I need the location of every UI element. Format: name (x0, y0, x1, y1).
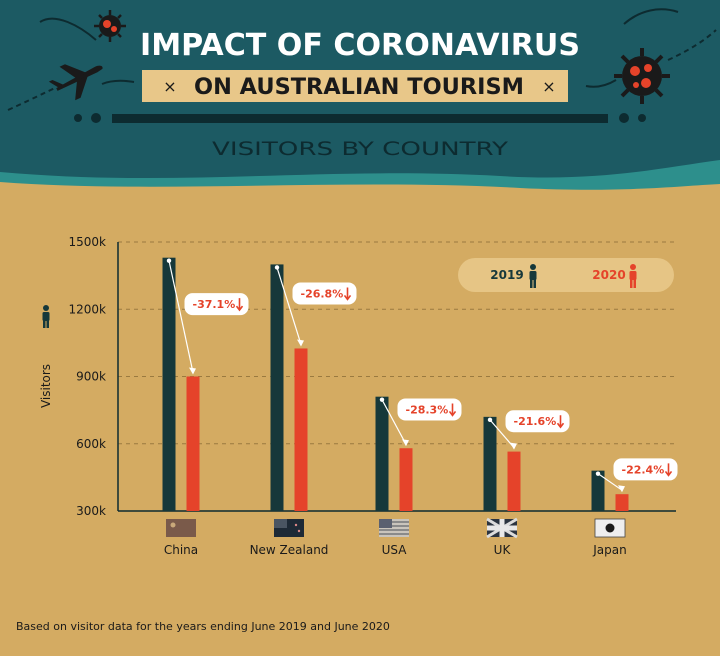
bar-2019 (483, 416, 497, 511)
flag-disc (605, 523, 615, 533)
bar-2020 (615, 494, 629, 511)
y-axis-label: Visitors (39, 364, 53, 408)
x-category-label: USA (382, 543, 408, 557)
change-badge (184, 293, 249, 316)
y-tick-label: 300k (76, 504, 106, 518)
flag-canton (274, 519, 287, 528)
flag-stripe (379, 533, 409, 535)
virus-icon (614, 48, 670, 104)
y-tick-label: 900k (76, 370, 106, 384)
main-title: IMPACT OF CORONAVIRUS (140, 28, 580, 63)
down-arrow-icon (343, 287, 352, 301)
x-category-label: New Zealand (250, 543, 329, 557)
bar-2020 (186, 376, 200, 511)
change-label: -37.1% (193, 298, 236, 311)
divider (74, 113, 646, 123)
flag-star (170, 522, 176, 528)
sand-edge (0, 182, 720, 656)
flag-stripe (379, 521, 409, 523)
virus-icon (94, 10, 126, 42)
change-arrow (597, 473, 623, 491)
section-title: VISITORS BY COUNTRY (212, 138, 509, 160)
flag-cross (487, 525, 517, 531)
y-tick-label: 1500k (69, 235, 107, 249)
change-arrow (276, 267, 302, 345)
arrow-path (39, 17, 97, 41)
change-label: -22.4% (622, 463, 665, 476)
banner-mark-right: × (542, 77, 555, 96)
arrow-head (618, 485, 625, 493)
legend-background (458, 258, 674, 292)
bar-2019 (591, 470, 605, 511)
subtitle-banner (142, 70, 568, 102)
bar-2019 (375, 396, 389, 511)
arrow-start-dot (166, 258, 172, 263)
dashed-path (7, 87, 56, 111)
flag-stripe (379, 529, 409, 531)
change-arrow (489, 419, 515, 448)
bar-2019 (162, 257, 176, 511)
change-badge (505, 410, 570, 433)
footnote: Based on visitor data for the years endi… (16, 620, 390, 633)
y-tick-label: 600k (76, 437, 106, 451)
x-category-label: UK (494, 543, 512, 557)
change-badge (397, 398, 462, 421)
down-arrow-icon (664, 463, 673, 477)
change-arrow (168, 260, 194, 373)
person-icon (529, 264, 537, 288)
banner-mark-left: × (163, 77, 176, 96)
subtitle: ON AUSTRALIAN TOURISM (194, 75, 524, 100)
bar-2020 (399, 448, 413, 511)
legend: 2019 2020 (458, 258, 674, 292)
airplane-icon (48, 64, 103, 101)
flag-star (297, 529, 301, 533)
person-icon (42, 305, 50, 328)
change-badge (292, 282, 357, 305)
bar-2020 (294, 348, 308, 511)
change-badge (613, 458, 678, 481)
legend-label-2019: 2019 (490, 268, 523, 282)
legend-label-2020: 2020 (592, 268, 625, 282)
down-arrow-icon (556, 415, 565, 429)
arrow-head (510, 442, 517, 450)
arrow-start-dot (274, 265, 280, 270)
bar-2019 (270, 264, 284, 511)
arrow-path (585, 79, 617, 88)
flag-star (294, 523, 298, 527)
down-arrow-icon (235, 298, 244, 312)
arrow-path (101, 79, 135, 85)
change-label: -21.6% (514, 415, 557, 428)
change-label: -28.3% (406, 403, 449, 416)
arrow-head (402, 439, 409, 447)
bar-2020 (507, 451, 521, 511)
arrow-head (189, 367, 196, 375)
flag-canton (379, 519, 392, 528)
y-tick-label: 1200k (69, 302, 107, 316)
change-arrow (381, 399, 407, 445)
china-flag-icon (166, 519, 196, 537)
flag-stripe (379, 525, 409, 527)
x-category-label: China (164, 543, 198, 557)
person-icon (629, 264, 637, 288)
change-label: -26.8% (301, 287, 344, 300)
arrow-head (297, 339, 304, 347)
x-category-label: Japan (592, 543, 626, 557)
bar-chart: 300k 600k 900k 1200k 1500k -37.1% China -26.8% N… (69, 235, 678, 557)
dashed-path (667, 29, 717, 61)
arrow-path (623, 8, 679, 25)
down-arrow-icon (448, 403, 457, 417)
